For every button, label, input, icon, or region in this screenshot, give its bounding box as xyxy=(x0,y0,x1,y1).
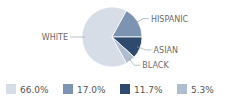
slice-labels: WHITE HISPANIC ASIAN BLACK xyxy=(42,15,189,71)
leader-line xyxy=(129,58,141,65)
legend-label: 11.7% xyxy=(134,85,163,95)
slice xyxy=(112,11,142,37)
slice xyxy=(112,37,134,63)
legend-swatch xyxy=(63,84,73,94)
legend-swatch xyxy=(120,84,130,94)
pie xyxy=(82,7,142,67)
leader-line xyxy=(135,19,149,24)
legend: 66.0% 17.0% 11.7% 5.3% xyxy=(6,84,214,95)
legend-swatch xyxy=(6,84,16,94)
chart: WHITE HISPANIC ASIAN BLACK 66.0% 17.0% 11.7% 5.… xyxy=(0,0,240,100)
legend-label: 5.3% xyxy=(191,85,214,95)
slice-label: ASIAN xyxy=(154,46,178,55)
legend-swatch xyxy=(177,84,187,94)
slice-label: BLACK xyxy=(142,61,169,70)
leader-line xyxy=(137,47,151,50)
leader-line xyxy=(70,37,85,38)
slice-label: HISPANIC xyxy=(151,15,189,24)
legend-label: 17.0% xyxy=(77,85,106,95)
legend-label: 66.0% xyxy=(20,85,49,95)
slice-label: WHITE xyxy=(42,33,68,42)
